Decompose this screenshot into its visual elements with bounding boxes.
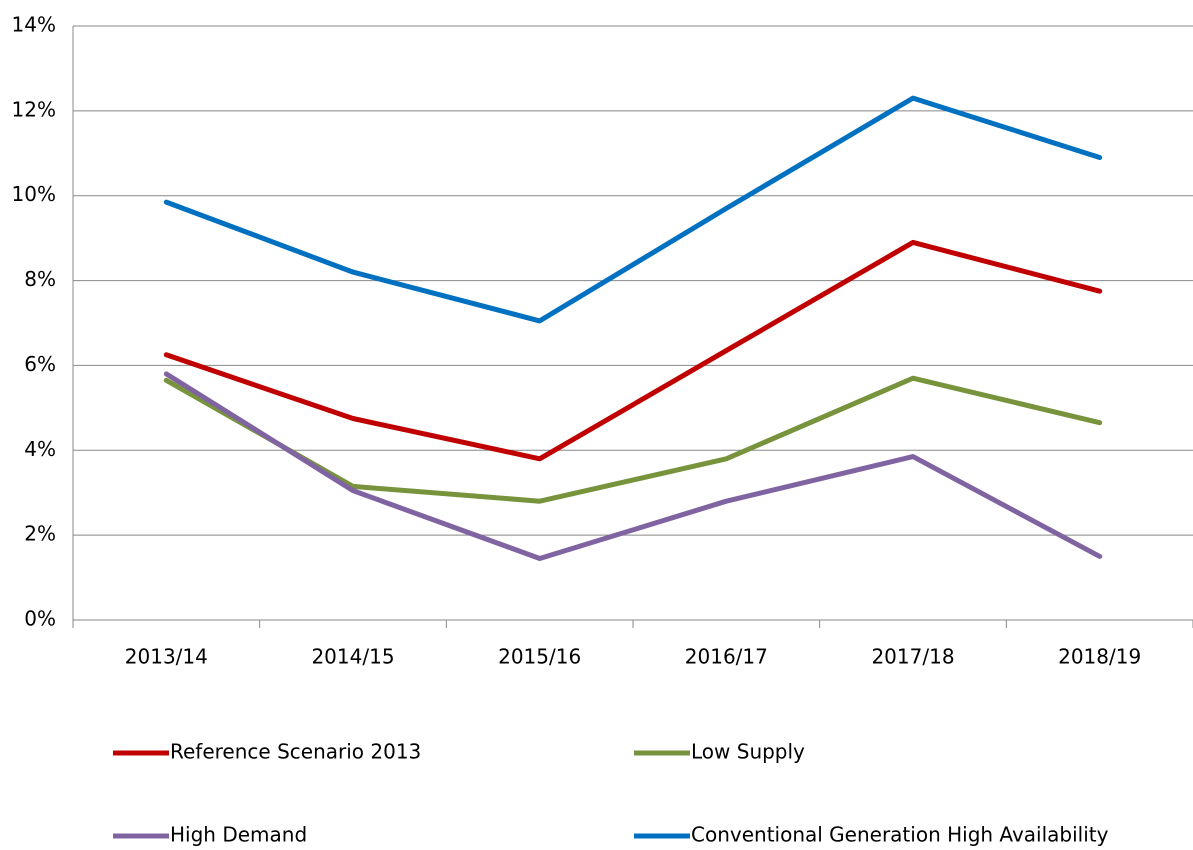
x-tick-label: 2017/18	[871, 645, 954, 669]
y-tick-label: 8%	[24, 267, 56, 291]
legend-label: High Demand	[170, 823, 307, 847]
y-tick-label: 2%	[24, 522, 56, 546]
x-tick-label: 2018/19	[1058, 645, 1141, 669]
series-line	[163, 371, 1103, 561]
x-tick-label: 2016/17	[685, 645, 768, 669]
x-tick-label: 2013/14	[125, 645, 208, 669]
series-line	[163, 95, 1103, 324]
y-tick-label: 14%	[12, 13, 56, 37]
legend-label: Reference Scenario 2013	[170, 740, 421, 764]
legend-label: Conventional Generation High Availabilit…	[691, 823, 1109, 847]
y-tick-label: 6%	[24, 352, 56, 376]
legend-label: Low Supply	[691, 740, 805, 764]
y-tick-label: 10%	[12, 182, 56, 206]
series-line	[163, 239, 1103, 462]
x-tick-label: 2014/15	[311, 645, 394, 669]
y-tick-label: 0%	[24, 607, 56, 631]
y-tick-label: 12%	[12, 97, 56, 121]
y-tick-label: 4%	[24, 437, 56, 461]
x-tick-label: 2015/16	[498, 645, 581, 669]
